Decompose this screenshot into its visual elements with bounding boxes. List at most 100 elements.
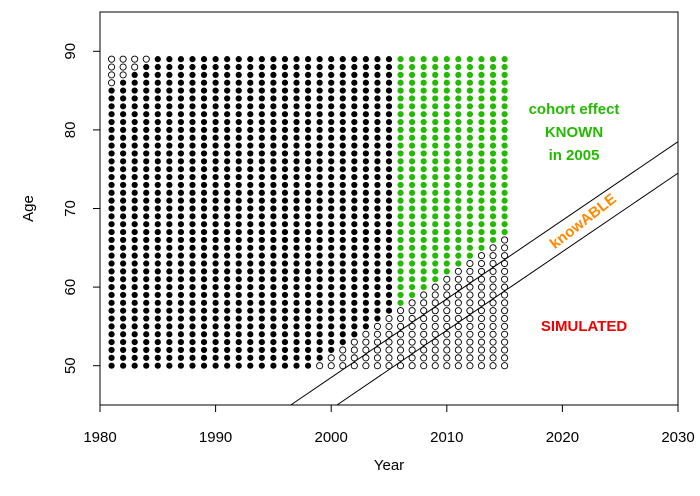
point-known bbox=[478, 228, 485, 236]
point-known bbox=[420, 213, 427, 220]
point-observed bbox=[131, 284, 138, 291]
point-missing bbox=[489, 291, 497, 299]
point-observed bbox=[200, 197, 208, 204]
point-observed bbox=[235, 189, 242, 196]
point-observed bbox=[143, 95, 150, 102]
point-observed bbox=[224, 346, 231, 354]
point-observed bbox=[339, 268, 346, 275]
point-observed bbox=[189, 71, 196, 78]
point-observed bbox=[200, 213, 208, 220]
point-known bbox=[489, 173, 497, 181]
point-observed bbox=[189, 95, 196, 102]
point-observed bbox=[212, 103, 219, 110]
point-known bbox=[455, 252, 462, 259]
point-observed bbox=[154, 142, 161, 149]
point-known bbox=[420, 260, 427, 267]
point-known bbox=[420, 197, 427, 204]
point-known bbox=[432, 95, 439, 102]
point-known bbox=[455, 103, 462, 110]
point-observed bbox=[235, 307, 242, 314]
point-known bbox=[443, 118, 450, 126]
point-known bbox=[443, 126, 450, 133]
point-observed bbox=[143, 173, 150, 181]
point-observed bbox=[120, 118, 127, 126]
point-known bbox=[443, 87, 450, 94]
point-observed bbox=[224, 150, 231, 157]
point-observed bbox=[200, 221, 208, 228]
point-observed bbox=[108, 339, 115, 346]
point-observed bbox=[328, 79, 335, 86]
point-missing bbox=[489, 244, 497, 252]
point-observed bbox=[108, 166, 115, 173]
point-observed bbox=[177, 181, 185, 189]
point-observed bbox=[328, 142, 335, 149]
point-missing bbox=[408, 362, 416, 370]
point-observed bbox=[177, 126, 185, 133]
point-missing bbox=[131, 55, 139, 63]
point-observed bbox=[108, 142, 115, 149]
point-missing bbox=[501, 252, 509, 260]
point-observed bbox=[339, 244, 346, 251]
point-missing bbox=[477, 267, 486, 275]
point-observed bbox=[293, 95, 300, 102]
point-missing bbox=[443, 322, 451, 330]
point-known bbox=[478, 63, 485, 71]
point-observed bbox=[316, 158, 323, 165]
point-observed bbox=[258, 331, 265, 338]
point-missing bbox=[373, 362, 381, 370]
point-observed bbox=[143, 181, 150, 189]
point-observed bbox=[120, 307, 127, 314]
point-missing bbox=[408, 322, 416, 330]
point-observed bbox=[212, 71, 219, 78]
point-observed bbox=[224, 95, 231, 102]
point-observed bbox=[235, 252, 242, 259]
point-observed bbox=[166, 315, 173, 322]
point-observed bbox=[108, 189, 115, 196]
point-observed bbox=[328, 268, 335, 275]
point-observed bbox=[131, 71, 138, 78]
point-missing bbox=[385, 362, 393, 370]
axes: 1980 1990 2000 2010 2020 2030 50 60 70 80 90 bbox=[62, 43, 695, 446]
point-observed bbox=[200, 118, 208, 126]
point-known bbox=[420, 87, 427, 94]
point-observed bbox=[374, 142, 381, 149]
point-observed bbox=[189, 197, 196, 204]
point-known bbox=[432, 103, 439, 110]
point-observed bbox=[235, 244, 242, 251]
point-observed bbox=[108, 236, 115, 244]
point-observed bbox=[166, 260, 173, 267]
point-observed bbox=[293, 181, 300, 189]
point-known bbox=[397, 63, 404, 71]
point-observed bbox=[200, 299, 208, 306]
point-observed bbox=[281, 362, 289, 369]
point-observed bbox=[293, 103, 300, 110]
point-observed bbox=[304, 339, 312, 346]
point-observed bbox=[189, 244, 196, 251]
point-observed bbox=[385, 95, 393, 102]
point-observed bbox=[293, 228, 300, 236]
point-observed bbox=[120, 79, 127, 86]
point-observed bbox=[131, 323, 138, 330]
point-observed bbox=[351, 221, 358, 228]
point-observed bbox=[131, 118, 138, 126]
point-observed bbox=[200, 339, 208, 346]
point-known bbox=[478, 126, 485, 133]
point-observed bbox=[235, 150, 242, 157]
point-known bbox=[432, 221, 439, 228]
point-known bbox=[409, 228, 416, 236]
point-missing bbox=[420, 330, 428, 338]
point-observed bbox=[200, 95, 208, 102]
point-observed bbox=[339, 276, 346, 283]
point-observed bbox=[200, 354, 208, 361]
point-observed bbox=[316, 244, 323, 251]
point-observed bbox=[385, 134, 393, 141]
point-missing bbox=[501, 322, 509, 330]
point-observed bbox=[224, 103, 231, 110]
point-known bbox=[397, 244, 404, 251]
point-observed bbox=[385, 291, 393, 299]
point-observed bbox=[385, 142, 393, 149]
point-observed bbox=[304, 252, 312, 259]
point-known bbox=[455, 118, 462, 126]
point-observed bbox=[120, 354, 127, 361]
point-known bbox=[420, 228, 427, 236]
